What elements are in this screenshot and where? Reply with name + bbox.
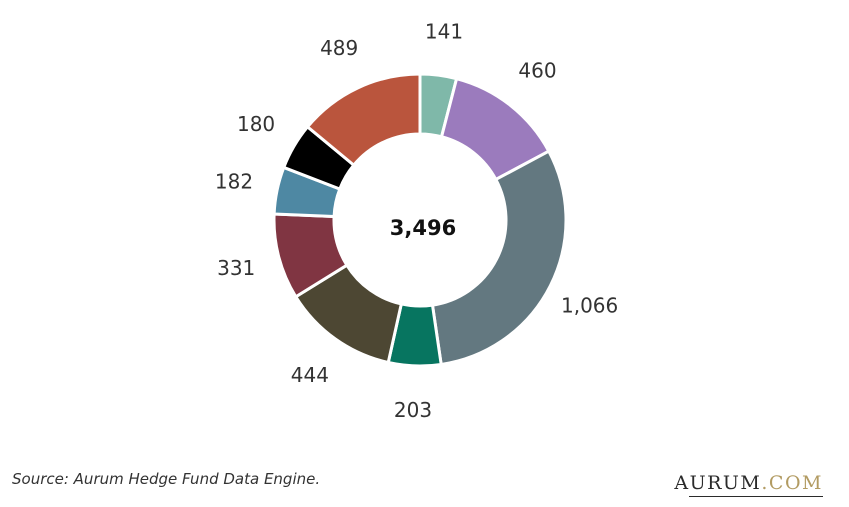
slice-value-label-1: 141	[425, 20, 463, 44]
slice-value-label-7: 182	[215, 169, 253, 193]
slice-value-label-6: 331	[217, 256, 255, 280]
brand-logo: AURUM.COM	[674, 472, 823, 494]
donut-slice-9	[306, 72, 422, 167]
slice-labels: 141 460 1,066 203 444 331 182 180 489	[215, 20, 618, 422]
brand-name: AURUM	[674, 472, 762, 494]
brand-underline	[689, 496, 823, 497]
slice-value-label-8: 180	[237, 112, 275, 136]
slice-value-label-2: 460	[518, 59, 556, 83]
slice-value-label-5: 444	[291, 363, 329, 387]
center-total-label: 3,496	[390, 216, 456, 240]
donut-slices	[272, 72, 568, 368]
brand-domain: .COM	[761, 472, 823, 494]
donut-chart: 141 460 1,066 203 444 331 182 180 489 3,496	[215, 20, 618, 422]
donut-slice-3	[430, 149, 568, 366]
slice-value-label-9: 489	[320, 36, 358, 60]
slice-value-label-4: 203	[394, 398, 432, 422]
slice-value-label-3: 1,066	[561, 294, 618, 318]
source-note: Source: Aurum Hedge Fund Data Engine.	[12, 470, 321, 488]
